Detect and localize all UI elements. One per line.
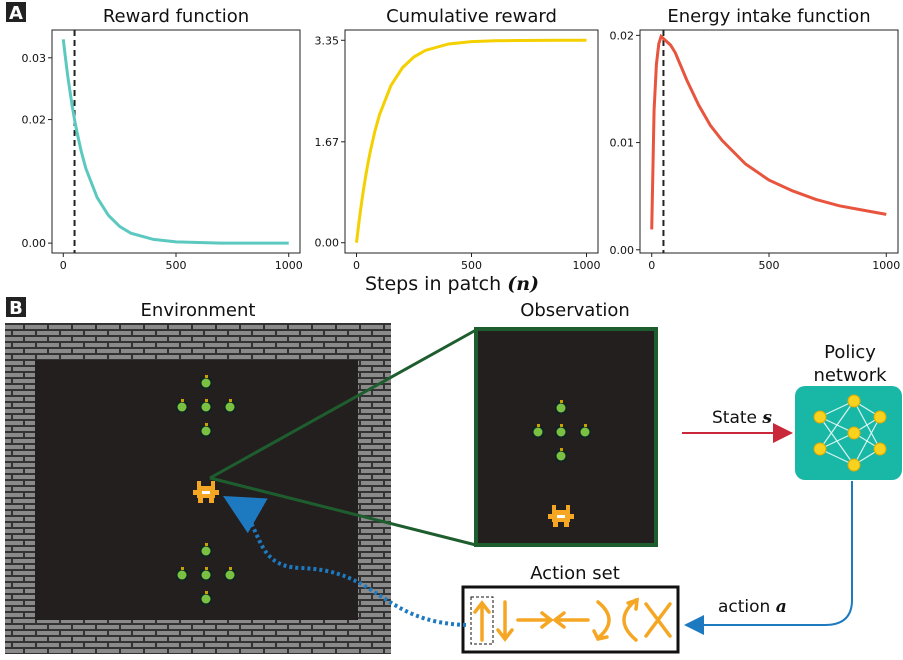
x-axis-label: Steps in patch (n) — [365, 273, 539, 295]
panel-badge — [6, 2, 26, 22]
plot-frame — [344, 29, 599, 254]
policy-title: Policy — [824, 342, 876, 363]
zoom-lines — [209, 328, 477, 547]
data-line — [61, 39, 289, 245]
action-label: action a — [718, 597, 787, 617]
x-tick-label: 500 — [461, 259, 482, 272]
x-tick-label: 1000 — [275, 259, 303, 272]
state-variable: s — [761, 408, 772, 428]
x-tick-label: 500 — [166, 259, 187, 272]
x-tick-label: 1000 — [573, 259, 601, 272]
chart-title: Cumulative reward — [386, 6, 557, 27]
y-tick-label: 0.00 — [610, 244, 635, 257]
action-set-title: Action set — [530, 563, 620, 584]
x-tick-label: 0 — [353, 259, 360, 272]
y-tick-label: 0.02 — [22, 114, 47, 127]
policy-title: network — [813, 365, 887, 386]
selected-action — [470, 596, 494, 645]
y-tick-label: 0.02 — [610, 29, 635, 42]
y-tick-label: 0.00 — [315, 237, 340, 250]
data-line — [355, 38, 587, 243]
panel-label: A — [9, 3, 23, 24]
action-icons — [473, 597, 672, 642]
y-tick-label: 1.67 — [315, 136, 340, 149]
action-variable: a — [776, 597, 787, 617]
chart-title: Energy intake function — [667, 6, 870, 27]
panel-label: B — [9, 298, 23, 319]
action-arrow — [684, 481, 853, 635]
chart-title: Reward function — [103, 6, 249, 27]
charts: Reward function 0 500 1000 0.00 0.02 0.03 Cumul… — [22, 6, 901, 272]
state-label: State s — [712, 408, 772, 428]
state-text: State — [712, 408, 757, 428]
y-tick-label: 0.03 — [22, 52, 47, 65]
environment-title: Environment — [141, 300, 256, 321]
observation-title: Observation — [520, 300, 630, 321]
y-tick-label: 0.00 — [22, 237, 47, 250]
x-tick-label: 1000 — [872, 259, 900, 272]
y-tick-label: 3.35 — [315, 34, 340, 47]
network-edges — [819, 400, 881, 466]
action-text: action — [718, 597, 770, 617]
panel-badge — [6, 297, 26, 317]
data-line — [650, 33, 887, 230]
x-tick-label: 0 — [60, 259, 67, 272]
network-nodes — [813, 394, 887, 472]
action-feedback — [223, 496, 467, 627]
x-tick-label: 500 — [759, 259, 780, 272]
y-tick-label: 0.01 — [610, 137, 635, 150]
plot-frame — [51, 29, 301, 254]
x-axis-label-text: Steps in patch — [365, 273, 501, 295]
x-tick-label: 0 — [648, 259, 655, 272]
x-axis-variable: (n) — [507, 273, 539, 295]
